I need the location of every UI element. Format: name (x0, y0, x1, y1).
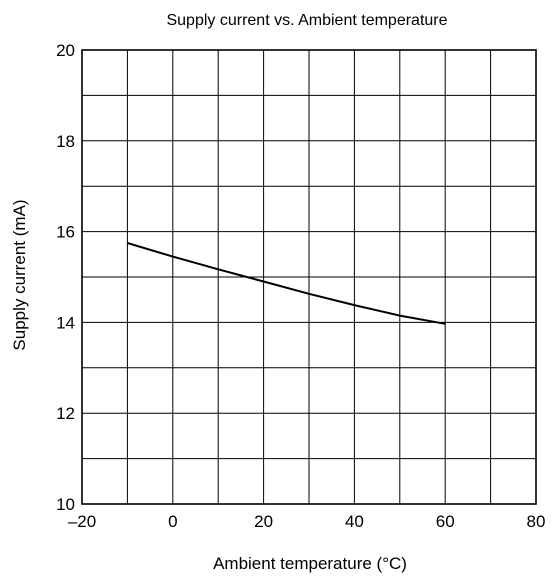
y-tick-label: 16 (56, 223, 75, 242)
grid (82, 50, 536, 504)
x-axis-ticks: –20 0 20 40 60 80 (68, 512, 546, 531)
series-group (127, 242, 446, 325)
x-tick-label: –20 (68, 512, 96, 531)
x-tick-label: 20 (254, 512, 273, 531)
x-tick-label: 0 (168, 512, 177, 531)
y-axis-ticks: 10 12 14 16 18 20 (56, 41, 75, 514)
chart-title: Supply current vs. Ambient temperature (166, 12, 447, 29)
y-tick-label: 20 (56, 41, 75, 60)
y-tick-label: 10 (56, 495, 75, 514)
x-tick-label: 80 (527, 512, 546, 531)
y-tick-label: 18 (56, 132, 75, 151)
x-axis-label: Ambient temperature (°C) (213, 554, 407, 573)
supply-current-line (127, 242, 446, 325)
x-tick-label: 40 (345, 512, 364, 531)
plot-frame (81, 49, 537, 505)
x-tick-label: 60 (436, 512, 455, 531)
y-tick-label: 14 (56, 313, 75, 332)
y-axis-label: Supply current (mA) (10, 199, 29, 350)
y-tick-label: 12 (56, 404, 75, 423)
